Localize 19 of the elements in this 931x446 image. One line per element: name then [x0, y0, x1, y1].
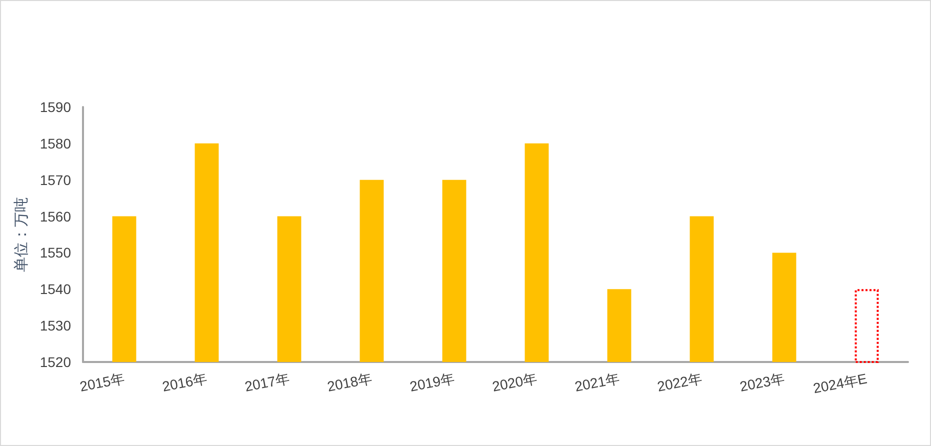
x-tick-label: 2021年: [573, 370, 621, 394]
x-tick-label: 2023年: [738, 370, 786, 394]
y-tick-label: 1540: [40, 281, 72, 298]
y-tick-label: 1520: [40, 354, 72, 370]
x-tick-label: 2020年: [490, 370, 538, 394]
x-tick-label: 2018年: [326, 370, 374, 394]
y-tick-label: 1530: [40, 318, 72, 334]
x-tick-label: 2015年: [78, 370, 126, 394]
x-tick-label: 2017年: [243, 370, 291, 394]
y-tick-label: 1560: [40, 208, 72, 224]
x-tick-label: 2022年: [656, 370, 704, 394]
y-tick-label: 1580: [40, 135, 72, 152]
x-tick-label: 2016年: [160, 370, 208, 394]
y-tick-label: 1590: [40, 99, 72, 115]
y-tick-label: 1550: [40, 244, 72, 261]
x-tick-label: 2024年E: [812, 370, 868, 396]
y-axis-title: 单位：万吨: [12, 197, 30, 272]
x-tick-label: 2019年: [408, 370, 456, 394]
y-tick-label: 1570: [40, 172, 72, 188]
